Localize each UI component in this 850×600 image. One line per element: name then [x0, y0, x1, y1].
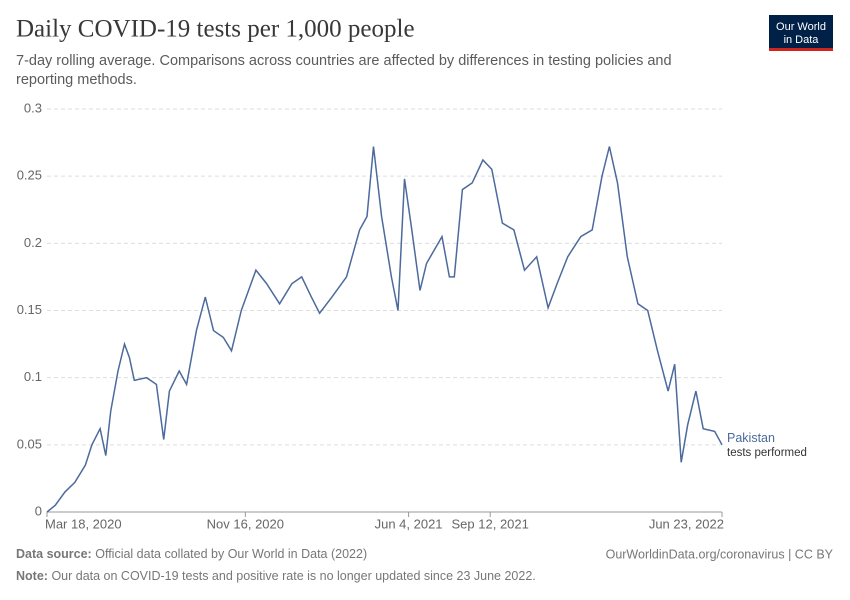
x-tick-label: Sep 12, 2021: [452, 516, 529, 531]
logo-text: in Data: [784, 34, 820, 46]
legend-label: Pakistan: [727, 431, 775, 445]
x-tick-label: Mar 18, 2020: [45, 516, 122, 531]
x-tick-label: Jun 23, 2022: [649, 516, 724, 531]
series-line: [46, 146, 723, 513]
y-tick-label: 0.1: [24, 369, 42, 384]
source-text: Official data collated by Our World in D…: [95, 547, 367, 561]
link[interactable]: OurWorldinData.org/coronavirus | CC BY: [606, 547, 834, 561]
y-tick-label: 0: [35, 503, 42, 518]
x-tick-label: Jun 4, 2021: [375, 516, 443, 531]
note-label: Note:: [16, 569, 48, 583]
y-tick-label: 0.2: [24, 235, 42, 250]
y-tick-label: 0.3: [24, 100, 42, 115]
subtitle: 7-day rolling average. Comparisons acros…: [16, 53, 672, 69]
annotation: tests performed: [727, 447, 807, 459]
note-text: Our data on COVID-19 tests and positive …: [51, 569, 535, 583]
source: Data source: Official data collated by O…: [16, 547, 367, 561]
y-tick-label: 0.05: [17, 436, 42, 451]
note: Note: Our data on COVID-19 tests and pos…: [16, 569, 536, 583]
x-tick-label: Nov 16, 2020: [207, 516, 284, 531]
logo[interactable]: [769, 15, 833, 50]
subtitle: reporting methods.: [16, 72, 137, 88]
chart-title: Daily COVID-19 tests per 1,000 people: [16, 16, 415, 43]
source-label: Data source:: [16, 547, 92, 561]
logo-text: Our World: [776, 21, 826, 33]
y-tick-label: 0.15: [17, 302, 42, 317]
logo-bar: [769, 48, 833, 51]
y-tick-label: 0.25: [17, 168, 42, 183]
